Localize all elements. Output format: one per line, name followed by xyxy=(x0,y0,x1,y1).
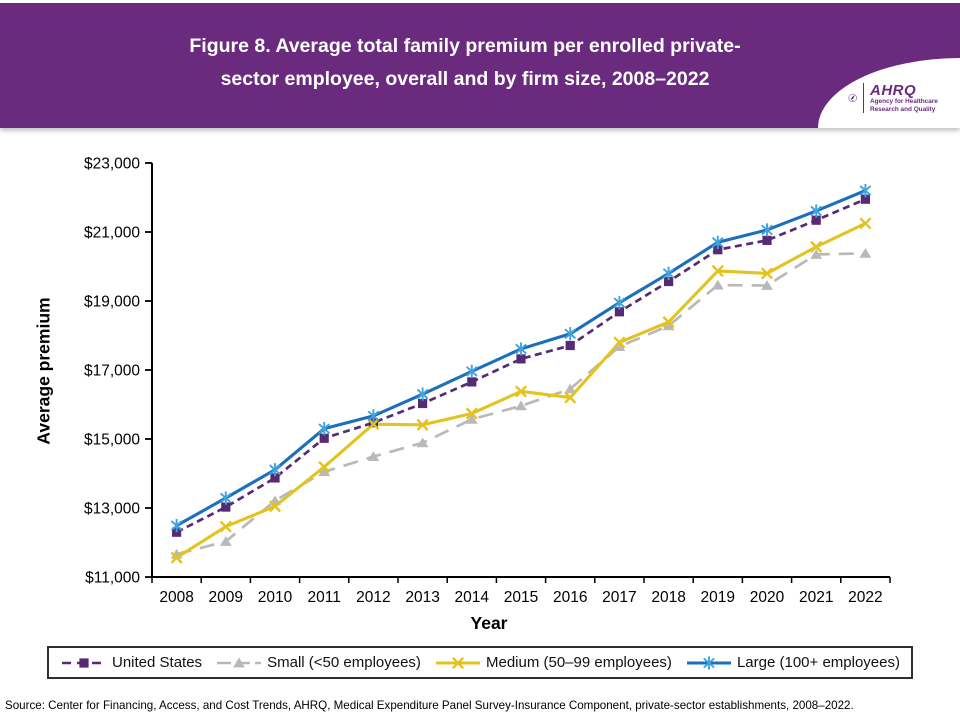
y-tick-label: $15,000 xyxy=(84,432,140,449)
x-tick-label: 2010 xyxy=(258,589,293,606)
series-markers-small xyxy=(170,247,872,559)
x-tick-label: 2012 xyxy=(356,589,390,606)
y-tick-label: $19,000 xyxy=(84,294,140,311)
legend-label-small: Small (<50 employees) xyxy=(267,654,421,671)
x-tick-label: 2017 xyxy=(602,589,636,606)
y-tick-label: $17,000 xyxy=(84,363,140,380)
x-tick-label: 2020 xyxy=(750,589,785,606)
figure-title: Figure 8. Average total family premium p… xyxy=(0,3,960,128)
x-tick-label: 2021 xyxy=(799,589,833,606)
x-tick-label: 2018 xyxy=(651,589,685,606)
y-tick-label: $13,000 xyxy=(84,501,140,518)
source-note: Source: Center for Financing, Access, an… xyxy=(5,699,854,712)
x-tick-label: 2009 xyxy=(209,589,243,606)
series-line-small xyxy=(176,252,866,556)
x-tick-label: 2011 xyxy=(308,589,341,606)
legend-swatch-united-states-icon xyxy=(62,657,106,668)
figure-title-line2: sector employee, overall and by firm siz… xyxy=(220,67,710,90)
legend-swatch-large-icon xyxy=(686,655,731,670)
legend-item-large: Large (100+ employees) xyxy=(685,654,900,671)
figure-title-line1: Figure 8. Average total family premium p… xyxy=(189,34,741,57)
header-banner: Figure 8. Average total family premium p… xyxy=(0,3,960,128)
x-tick-label: 2022 xyxy=(848,589,882,606)
y-tick-label: $21,000 xyxy=(84,225,140,242)
legend-item-medium: Medium (50–99 employees) xyxy=(434,654,672,671)
legend-swatch-medium-icon xyxy=(435,656,480,669)
legend-item-united-states: United States xyxy=(60,654,202,671)
x-tick-label: 2014 xyxy=(455,589,490,606)
series-markers-large xyxy=(170,184,872,533)
y-tick-label: $23,000 xyxy=(84,156,140,173)
ahrq-tagline: Agency for Healthcare Research and Quali… xyxy=(870,97,938,113)
series-markers-medium xyxy=(170,217,872,564)
x-tick-label: 2019 xyxy=(701,589,735,606)
legend-swatch-small-icon xyxy=(217,657,262,667)
x-tick-label: 2016 xyxy=(553,589,587,606)
series-line-united-states xyxy=(175,197,866,534)
logo-text: AHRQ Agency for Healthcare Research and … xyxy=(870,83,952,113)
y-axis-ticks: $11,000 $13,000 $15,000 $17,000 $19,000 $21,0… xyxy=(84,156,152,587)
hhs-eagle-icon xyxy=(848,93,857,103)
legend-label-large: Large (100+ employees) xyxy=(736,654,900,671)
legend-item-small: Small (<50 employees) xyxy=(215,654,421,671)
legend-label-medium: Medium (50–99 employees) xyxy=(485,654,672,671)
logo-divider xyxy=(863,83,864,113)
x-axis-title: Year xyxy=(470,613,508,633)
ahrq-wordmark: AHRQ xyxy=(870,81,917,99)
legend-label-united-states: United States xyxy=(112,654,203,671)
series-markers-united-states xyxy=(172,194,870,537)
y-tick-label: $11,000 xyxy=(85,570,140,587)
x-tick-label: 2013 xyxy=(405,589,439,606)
x-axis-ticks: 2008 2009 2010 2011 2012 2013 2014 2015 2016 2017… xyxy=(151,577,891,606)
y-axis-title: Average premium xyxy=(33,297,54,445)
x-tick-label: 2015 xyxy=(504,589,538,606)
x-tick-label: 2008 xyxy=(159,589,193,606)
legend: United States Small (<50 employees) Medium… xyxy=(47,646,913,679)
